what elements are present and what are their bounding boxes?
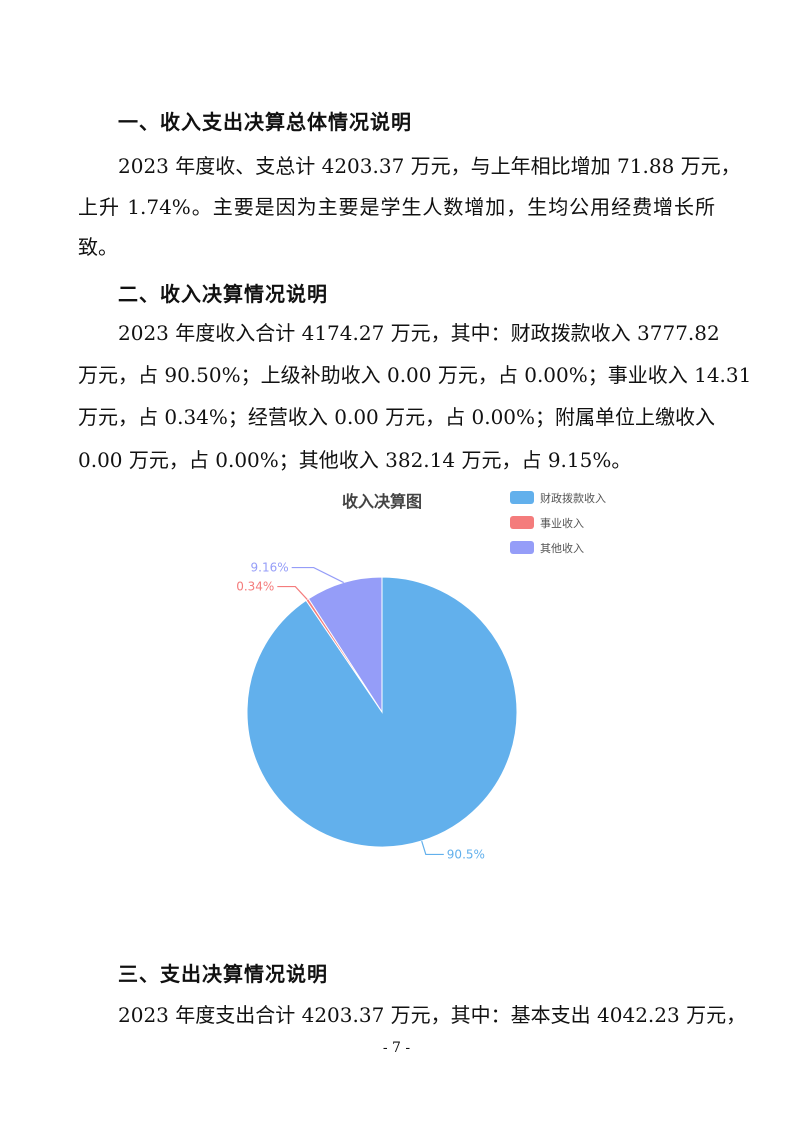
legend-label: 其他收入 <box>540 541 584 555</box>
paragraph-line: 0.00 万元，占 0.00%；其他收入 382.14 万元，占 9.15%。 <box>78 448 632 472</box>
label-leader-line <box>291 566 344 584</box>
paragraph-line: 2023 年度支出合计 4203.37 万元，其中：基本支出 4042.23 万… <box>118 1003 747 1027</box>
section-3-heading: 三、支出决算情况说明 <box>118 962 328 986</box>
section-1-heading: 一、收入支出决算总体情况说明 <box>118 110 412 134</box>
legend-label: 事业收入 <box>540 516 584 530</box>
paragraph-line: 2023 年度收、支总计 4203.37 万元，与上年相比增加 71.88 万元… <box>118 154 741 178</box>
paragraph-line: 上升 1.74%。主要是因为主要是学生人数增加，生均公用经费增长所 <box>78 195 715 219</box>
slice-label: 90.5% <box>447 847 485 861</box>
page-number: - 7 - <box>382 1040 411 1056</box>
label-leader-line <box>277 585 308 600</box>
chart-title: 收入决算图 <box>342 492 422 511</box>
section-2-heading: 二、收入决算情况说明 <box>118 282 328 306</box>
legend-swatch <box>510 491 534 504</box>
paragraph-line: 万元，占 0.34%；经营收入 0.00 万元，占 0.00%；附属单位上缴收入 <box>78 405 716 429</box>
legend-swatch <box>510 516 534 529</box>
legend-swatch <box>510 541 534 554</box>
paragraph-line: 万元，占 90.50%；上级补助收入 0.00 万元，占 0.00%；事业收入 … <box>78 363 752 387</box>
slice-label: 0.34% <box>236 580 274 594</box>
legend-label: 财政拨款收入 <box>540 491 606 505</box>
paragraph-line: 致。 <box>78 235 118 259</box>
slice-label: 9.16% <box>251 561 289 575</box>
pie-slice <box>307 576 383 714</box>
paragraph-line: 2023 年度收入合计 4174.27 万元，其中：财政拨款收入 3777.82 <box>118 321 720 345</box>
label-leader-line <box>421 840 444 856</box>
